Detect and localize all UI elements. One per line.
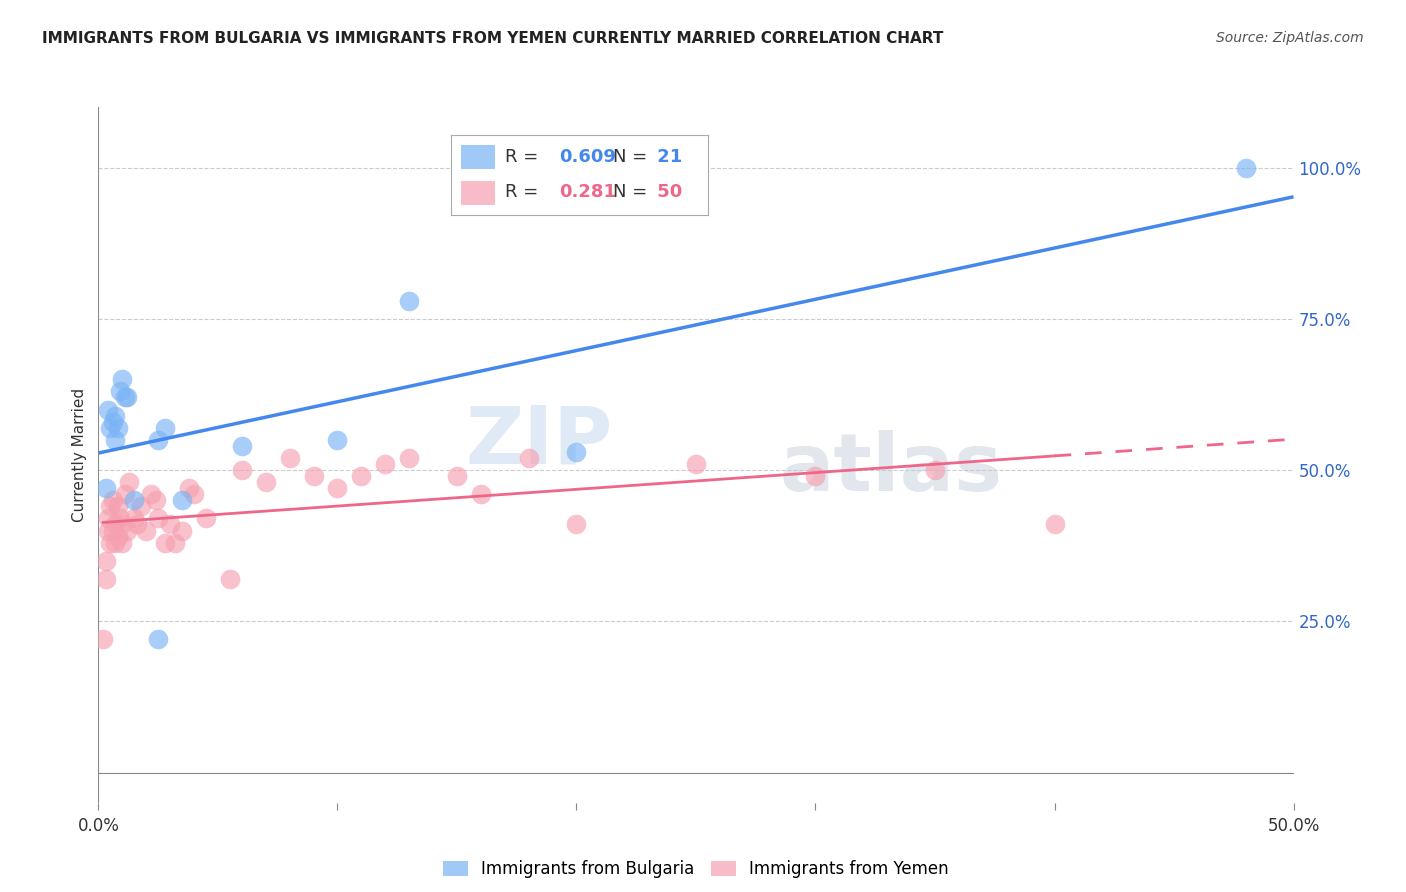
Point — [278, 450, 301, 465]
Point — [107, 500, 129, 514]
Legend: Immigrants from Bulgaria, Immigrants from Yemen: Immigrants from Bulgaria, Immigrants fro… — [436, 854, 956, 885]
Point — [148, 433, 170, 447]
Text: IMMIGRANTS FROM BULGARIA VS IMMIGRANTS FROM YEMEN CURRENTLY MARRIED CORRELATION : IMMIGRANTS FROM BULGARIA VS IMMIGRANTS F… — [42, 31, 943, 46]
Point — [172, 493, 194, 508]
Point — [1234, 161, 1257, 175]
Point — [94, 481, 117, 495]
Point — [163, 535, 186, 549]
Text: 0.609: 0.609 — [560, 148, 616, 166]
Point — [148, 511, 170, 525]
Point — [101, 415, 124, 429]
Point — [374, 457, 396, 471]
Text: ZIP: ZIP — [465, 402, 613, 480]
Point — [111, 372, 134, 386]
Point — [104, 535, 127, 549]
Point — [111, 535, 134, 549]
Point — [254, 475, 277, 490]
Point — [94, 554, 117, 568]
Point — [111, 517, 134, 532]
Point — [97, 402, 120, 417]
Point — [565, 517, 588, 532]
Point — [350, 469, 373, 483]
Point — [179, 481, 201, 495]
Point — [101, 493, 124, 508]
Point — [118, 475, 141, 490]
Point — [124, 511, 146, 525]
Point — [104, 409, 127, 423]
Point — [326, 433, 349, 447]
Point — [517, 450, 540, 465]
Point — [194, 511, 218, 525]
Text: 21: 21 — [651, 148, 683, 166]
Text: 50: 50 — [651, 184, 683, 202]
Point — [114, 391, 136, 405]
Text: atlas: atlas — [779, 430, 1002, 508]
Point — [565, 445, 588, 459]
Point — [97, 511, 120, 525]
Y-axis label: Currently Married: Currently Married — [72, 388, 87, 522]
Point — [231, 439, 253, 453]
Point — [108, 511, 131, 525]
Text: N =: N = — [613, 148, 647, 166]
Point — [446, 469, 468, 483]
Point — [124, 493, 146, 508]
Text: N =: N = — [613, 184, 647, 202]
Point — [219, 572, 242, 586]
Point — [97, 524, 120, 538]
Point — [155, 420, 177, 434]
Point — [114, 487, 136, 501]
Point — [104, 433, 127, 447]
Point — [159, 517, 181, 532]
Point — [107, 530, 129, 544]
Point — [155, 535, 177, 549]
Bar — [461, 181, 495, 205]
Point — [398, 293, 420, 308]
Text: Source: ZipAtlas.com: Source: ZipAtlas.com — [1216, 31, 1364, 45]
Point — [470, 487, 492, 501]
Point — [98, 420, 122, 434]
Point — [231, 463, 253, 477]
Point — [115, 391, 138, 405]
Bar — [461, 145, 495, 169]
Point — [172, 524, 194, 538]
Point — [183, 487, 205, 501]
Point — [98, 500, 122, 514]
Text: R =: R = — [505, 148, 538, 166]
Point — [115, 524, 138, 538]
Point — [98, 535, 122, 549]
Point — [91, 632, 114, 647]
Point — [135, 524, 157, 538]
Point — [101, 524, 124, 538]
Point — [398, 450, 420, 465]
Point — [131, 500, 153, 514]
Point — [108, 384, 131, 399]
Point — [326, 481, 349, 495]
Text: R =: R = — [505, 184, 538, 202]
Point — [104, 517, 127, 532]
Point — [302, 469, 325, 483]
Point — [685, 457, 707, 471]
Text: 0.281: 0.281 — [560, 184, 616, 202]
Point — [924, 463, 946, 477]
Point — [139, 487, 162, 501]
Point — [148, 632, 170, 647]
Point — [804, 469, 827, 483]
Point — [145, 493, 167, 508]
Point — [1043, 517, 1066, 532]
Point — [94, 572, 117, 586]
Point — [125, 517, 148, 532]
Point — [107, 420, 129, 434]
